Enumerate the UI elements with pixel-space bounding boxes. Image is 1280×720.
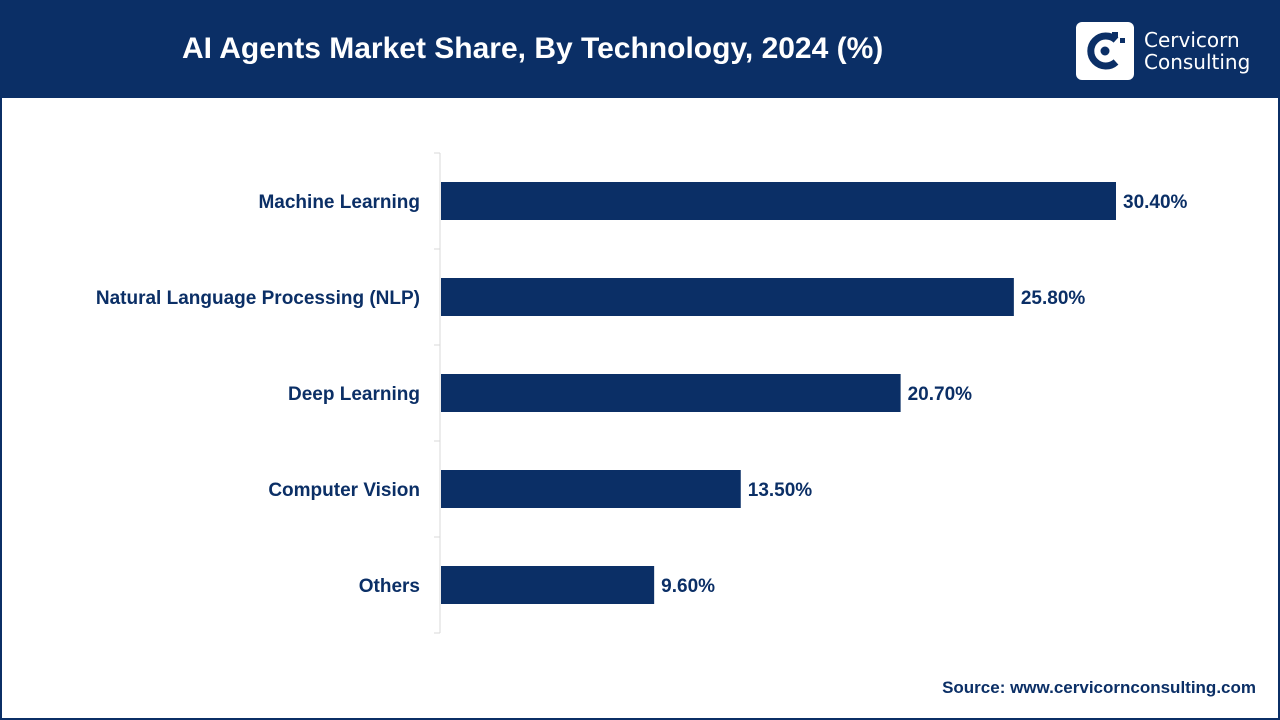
header-bar: AI Agents Market Share, By Technology, 2…: [2, 2, 1278, 98]
data-label: 13.50%: [748, 480, 813, 501]
bar-3: [441, 470, 741, 508]
category-label: Deep Learning: [288, 384, 420, 405]
bar-1: [441, 278, 1014, 316]
brand-logo: Cervicorn Consulting: [1076, 21, 1250, 81]
category-label: Computer Vision: [268, 480, 420, 501]
data-label: 25.80%: [1021, 288, 1086, 309]
bar-0: [441, 182, 1116, 220]
logo-mark-icon: [1076, 22, 1134, 80]
logo-line-2: Consulting: [1144, 50, 1251, 74]
data-label: 20.70%: [908, 384, 973, 405]
data-label: 9.60%: [661, 576, 715, 597]
category-label: Natural Language Processing (NLP): [96, 288, 420, 309]
source-text: Source: www.cervicornconsulting.com: [942, 678, 1256, 697]
data-label: 30.40%: [1123, 192, 1188, 213]
category-label: Machine Learning: [258, 192, 420, 213]
chart-title: AI Agents Market Share, By Technology, 2…: [182, 32, 884, 65]
bar-4: [441, 566, 655, 604]
bar-chart: Machine Learning 30.40% Natural Language P…: [96, 152, 1188, 634]
logo-text: Cervicorn Consulting: [1144, 29, 1250, 73]
category-label: Others: [359, 576, 420, 597]
bar-2: [441, 374, 901, 412]
logo-line-1: Cervicorn: [1144, 28, 1240, 52]
